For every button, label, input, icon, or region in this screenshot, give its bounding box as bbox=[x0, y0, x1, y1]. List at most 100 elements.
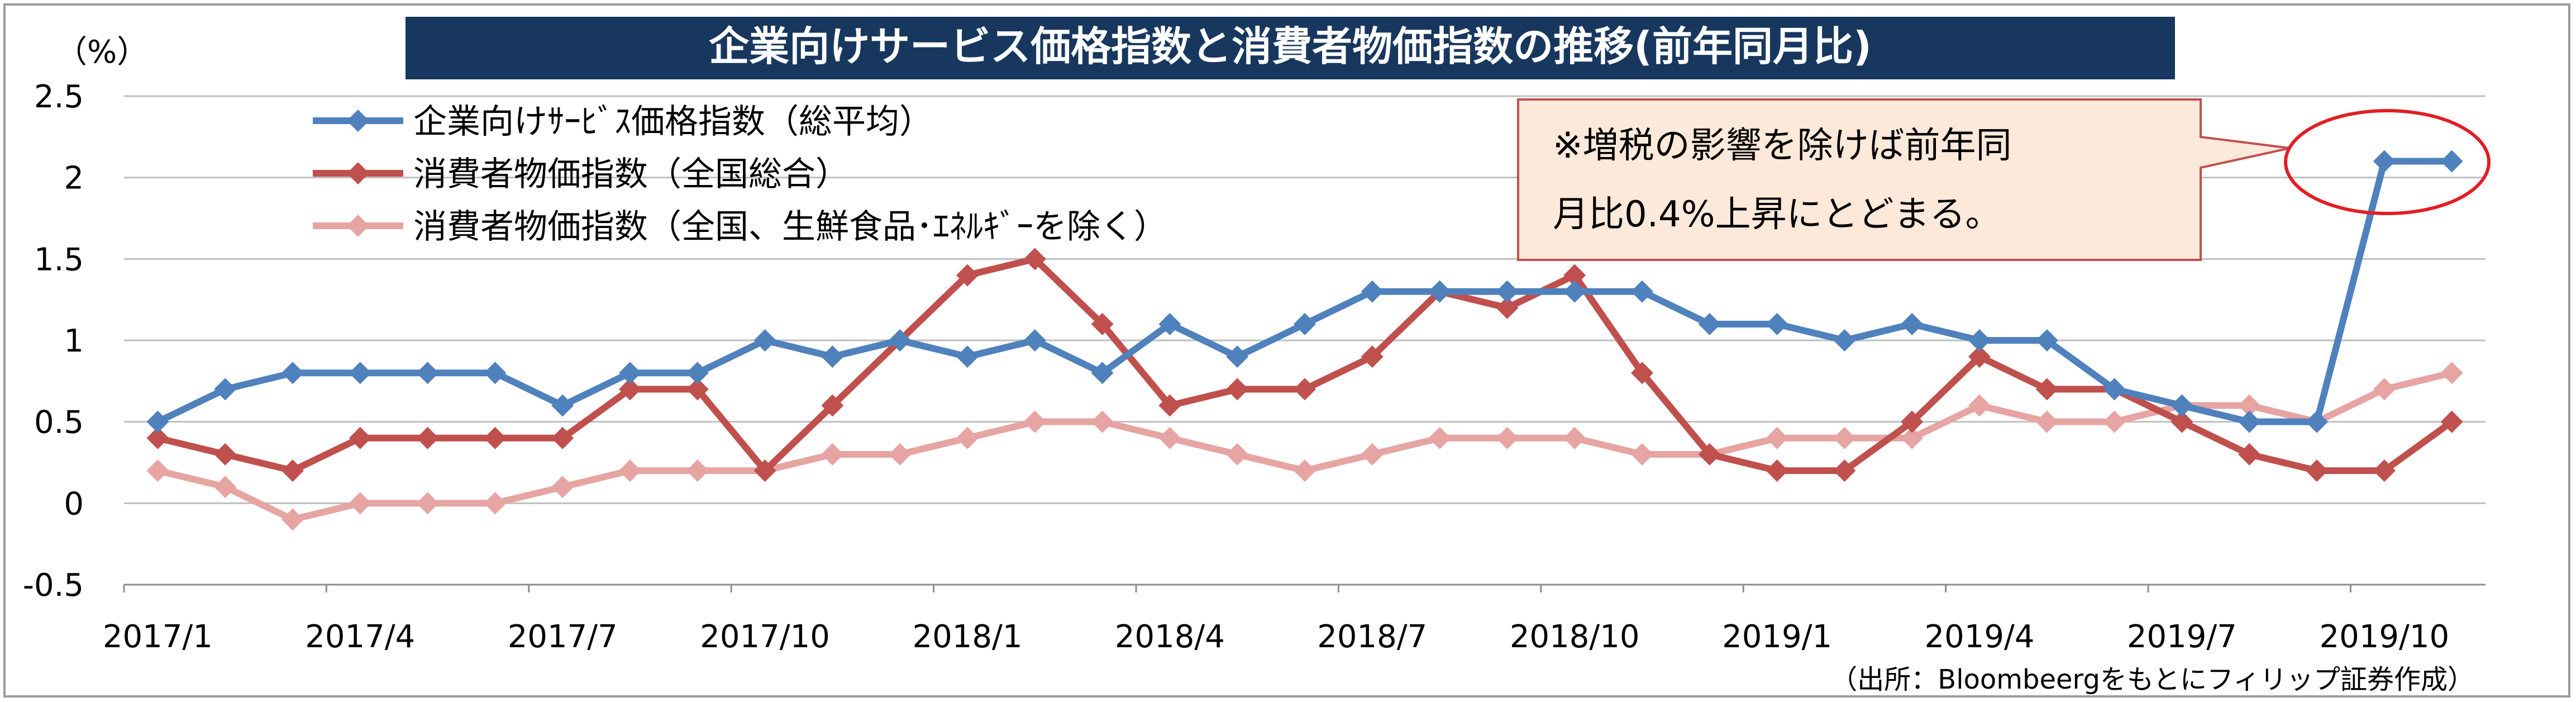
data-point bbox=[2238, 443, 2261, 466]
series-layer bbox=[146, 150, 2463, 531]
data-point bbox=[753, 329, 776, 352]
data-point bbox=[956, 426, 979, 449]
data-point bbox=[282, 459, 304, 482]
data-point bbox=[416, 492, 439, 515]
y-tick-label: -0.5 bbox=[23, 567, 84, 604]
data-point bbox=[619, 459, 641, 482]
x-tick-label: 2019/7 bbox=[2127, 619, 2237, 655]
data-point bbox=[1563, 426, 1586, 449]
data-point bbox=[1226, 378, 1249, 401]
data-point bbox=[1968, 329, 1991, 352]
data-point bbox=[1698, 312, 1721, 335]
data-point bbox=[1091, 362, 1114, 385]
data-point bbox=[214, 443, 237, 466]
data-point bbox=[2440, 410, 2463, 433]
x-tick-label: 2017/10 bbox=[700, 619, 830, 655]
data-point bbox=[2035, 378, 2058, 401]
legend-label: 消費者物価指数（全国総合） bbox=[413, 155, 849, 194]
annotation-line-1: ※増税の影響を除けば前年同 bbox=[1553, 125, 2012, 167]
data-point bbox=[1361, 280, 1384, 303]
data-point bbox=[1091, 410, 1114, 433]
x-tick-label: 2017/4 bbox=[305, 619, 415, 655]
data-point bbox=[1428, 426, 1451, 449]
x-tick-label: 2017/1 bbox=[103, 619, 213, 655]
data-point bbox=[1833, 329, 1856, 352]
data-point bbox=[1901, 312, 1924, 335]
data-point bbox=[686, 459, 709, 482]
data-point bbox=[416, 426, 439, 449]
data-point bbox=[214, 476, 237, 499]
data-point bbox=[2373, 459, 2396, 482]
x-tick-label: 2018/7 bbox=[1317, 619, 1427, 655]
data-point bbox=[1631, 362, 1653, 385]
data-point bbox=[2103, 410, 2126, 433]
data-point bbox=[1901, 426, 1924, 449]
data-point bbox=[1428, 280, 1451, 303]
annotation-line-2: 月比0.4%上昇にとどまる。 bbox=[1553, 194, 2001, 235]
legend-marker bbox=[347, 110, 369, 132]
data-point bbox=[1766, 459, 1788, 482]
data-point bbox=[551, 426, 574, 449]
x-tick-label: 2019/4 bbox=[1924, 619, 2034, 655]
data-point bbox=[1361, 443, 1384, 466]
x-axis-ticks: 2017/1 2017/4 2017/7 2017/10 2018/1 2018/4 201… bbox=[103, 585, 2449, 655]
data-point bbox=[686, 362, 709, 385]
data-point bbox=[686, 378, 709, 401]
y-unit-label: （%） bbox=[56, 34, 148, 70]
x-tick-label: 2017/7 bbox=[508, 619, 618, 655]
series-2 bbox=[146, 362, 2463, 531]
x-tick-label: 2019/10 bbox=[2319, 619, 2449, 655]
data-point bbox=[551, 476, 574, 499]
x-tick-label: 2019/1 bbox=[1722, 619, 1832, 655]
data-point bbox=[484, 362, 507, 385]
data-point bbox=[1698, 443, 1721, 466]
data-point bbox=[1023, 410, 1046, 433]
y-tick-label: 1.5 bbox=[34, 241, 84, 278]
data-point bbox=[146, 459, 169, 482]
data-point bbox=[484, 492, 507, 515]
data-point bbox=[2440, 362, 2463, 385]
y-tick-label: 0.5 bbox=[34, 405, 84, 441]
data-point bbox=[349, 492, 371, 515]
data-point bbox=[889, 329, 912, 352]
data-point bbox=[619, 378, 641, 401]
data-point bbox=[1294, 312, 1316, 335]
data-point bbox=[1833, 459, 1856, 482]
highlight-ellipse bbox=[2284, 109, 2491, 215]
data-point bbox=[821, 345, 844, 368]
data-point bbox=[484, 426, 507, 449]
data-point bbox=[146, 410, 169, 433]
data-point bbox=[2035, 329, 2058, 352]
data-point bbox=[2306, 410, 2328, 433]
data-point bbox=[1766, 312, 1788, 335]
data-point bbox=[349, 362, 371, 385]
data-point bbox=[889, 443, 912, 466]
data-point bbox=[2103, 378, 2126, 401]
data-point bbox=[2238, 410, 2261, 433]
data-point bbox=[956, 264, 979, 287]
data-point bbox=[1496, 426, 1519, 449]
source-note: （出所：Bloombeergをもとにフィリップ証券作成） bbox=[1830, 664, 2474, 695]
x-tick-label: 2018/10 bbox=[1510, 619, 1640, 655]
annotation-callout bbox=[1517, 98, 2291, 261]
y-tick-label: 2 bbox=[64, 160, 84, 197]
data-point bbox=[349, 426, 371, 449]
chart-title: 企業向けサービス価格指数と消費者物価指数の推移(前年同月比) bbox=[709, 23, 1872, 70]
data-point bbox=[2373, 150, 2396, 173]
data-point bbox=[2440, 150, 2463, 173]
legend-label: 企業向けｻｰﾋﾞｽ価格指数（総平均） bbox=[413, 102, 933, 141]
y-axis-ticks: 2.5 2 1.5 1 0.5 0 -0.5 bbox=[23, 79, 84, 604]
data-point bbox=[282, 362, 304, 385]
data-point bbox=[1023, 329, 1046, 352]
data-point bbox=[1226, 345, 1249, 368]
data-point bbox=[821, 394, 844, 417]
x-tick-label: 2018/4 bbox=[1115, 619, 1225, 655]
data-point bbox=[1631, 280, 1653, 303]
x-tick-label: 2018/1 bbox=[912, 619, 1022, 655]
legend: 企業向けｻｰﾋﾞｽ価格指数（総平均） 消費者物価指数（全国総合） 消費者物価指数（全… bbox=[313, 102, 1167, 246]
data-point bbox=[2373, 378, 2396, 401]
legend-marker bbox=[347, 162, 369, 184]
data-point bbox=[1901, 410, 1924, 433]
data-point bbox=[1766, 426, 1788, 449]
